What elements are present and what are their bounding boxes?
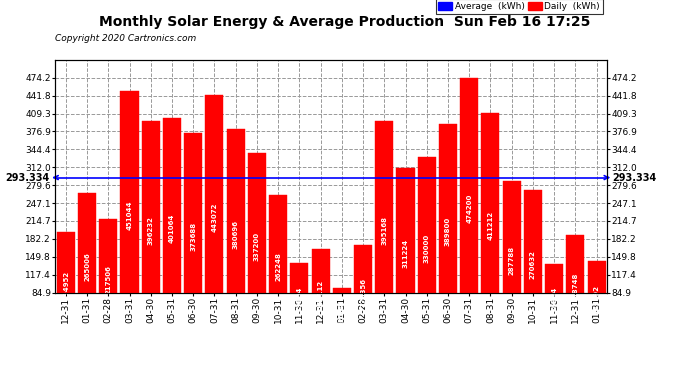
Text: 262248: 262248 (275, 253, 281, 282)
Text: 451044: 451044 (126, 200, 132, 230)
Bar (99, 219, 117, 339)
Text: 164112: 164112 (317, 279, 324, 309)
Bar (524, 190, 542, 339)
Text: 443072: 443072 (211, 202, 217, 232)
Bar (312, 249, 330, 339)
Bar (78, 193, 96, 339)
Bar (417, 158, 436, 339)
Text: 380696: 380696 (233, 220, 239, 249)
Text: 337200: 337200 (254, 232, 260, 261)
Text: 311224: 311224 (402, 239, 408, 268)
Text: 92564: 92564 (339, 302, 345, 326)
Bar (375, 122, 393, 339)
Text: 293.334: 293.334 (604, 172, 657, 183)
Text: 170356: 170356 (360, 278, 366, 307)
Bar (206, 95, 224, 339)
Text: 139104: 139104 (296, 286, 302, 316)
Bar (248, 153, 266, 339)
Bar (57, 232, 75, 339)
Bar (141, 121, 160, 339)
Bar (566, 235, 584, 339)
Bar (163, 118, 181, 339)
Text: 142692: 142692 (593, 285, 600, 315)
Bar (482, 112, 500, 339)
Text: 396232: 396232 (148, 216, 154, 244)
Bar (354, 245, 372, 339)
Text: 373688: 373688 (190, 222, 196, 251)
Text: 330000: 330000 (424, 234, 430, 263)
Text: Monthly Solar Energy & Average Production  Sun Feb 16 17:25: Monthly Solar Energy & Average Productio… (99, 15, 591, 29)
Text: 474200: 474200 (466, 194, 472, 223)
Bar (439, 124, 457, 339)
Text: 188748: 188748 (572, 273, 578, 302)
Text: 389800: 389800 (445, 217, 451, 246)
Bar (226, 129, 245, 339)
Text: 217506: 217506 (106, 265, 111, 294)
Bar (502, 181, 521, 339)
Bar (269, 195, 287, 339)
Bar (333, 288, 351, 339)
Bar (545, 264, 563, 339)
Text: 194952: 194952 (63, 271, 69, 300)
Bar (184, 133, 202, 339)
Text: 136384: 136384 (551, 287, 557, 316)
Text: 265006: 265006 (84, 252, 90, 280)
Text: 287788: 287788 (509, 245, 515, 274)
Text: 293.334: 293.334 (6, 172, 58, 183)
Text: Copyright 2020 Cartronics.com: Copyright 2020 Cartronics.com (55, 34, 197, 43)
Text: 401064: 401064 (169, 214, 175, 243)
Legend: Average  (kWh), Daily  (kWh): Average (kWh), Daily (kWh) (435, 0, 602, 14)
Text: 395168: 395168 (382, 216, 387, 245)
Text: 411212: 411212 (487, 211, 493, 240)
Bar (588, 261, 606, 339)
Bar (121, 91, 139, 339)
Bar (290, 262, 308, 339)
Bar (397, 168, 415, 339)
Bar (460, 78, 478, 339)
Text: 270632: 270632 (530, 250, 536, 279)
